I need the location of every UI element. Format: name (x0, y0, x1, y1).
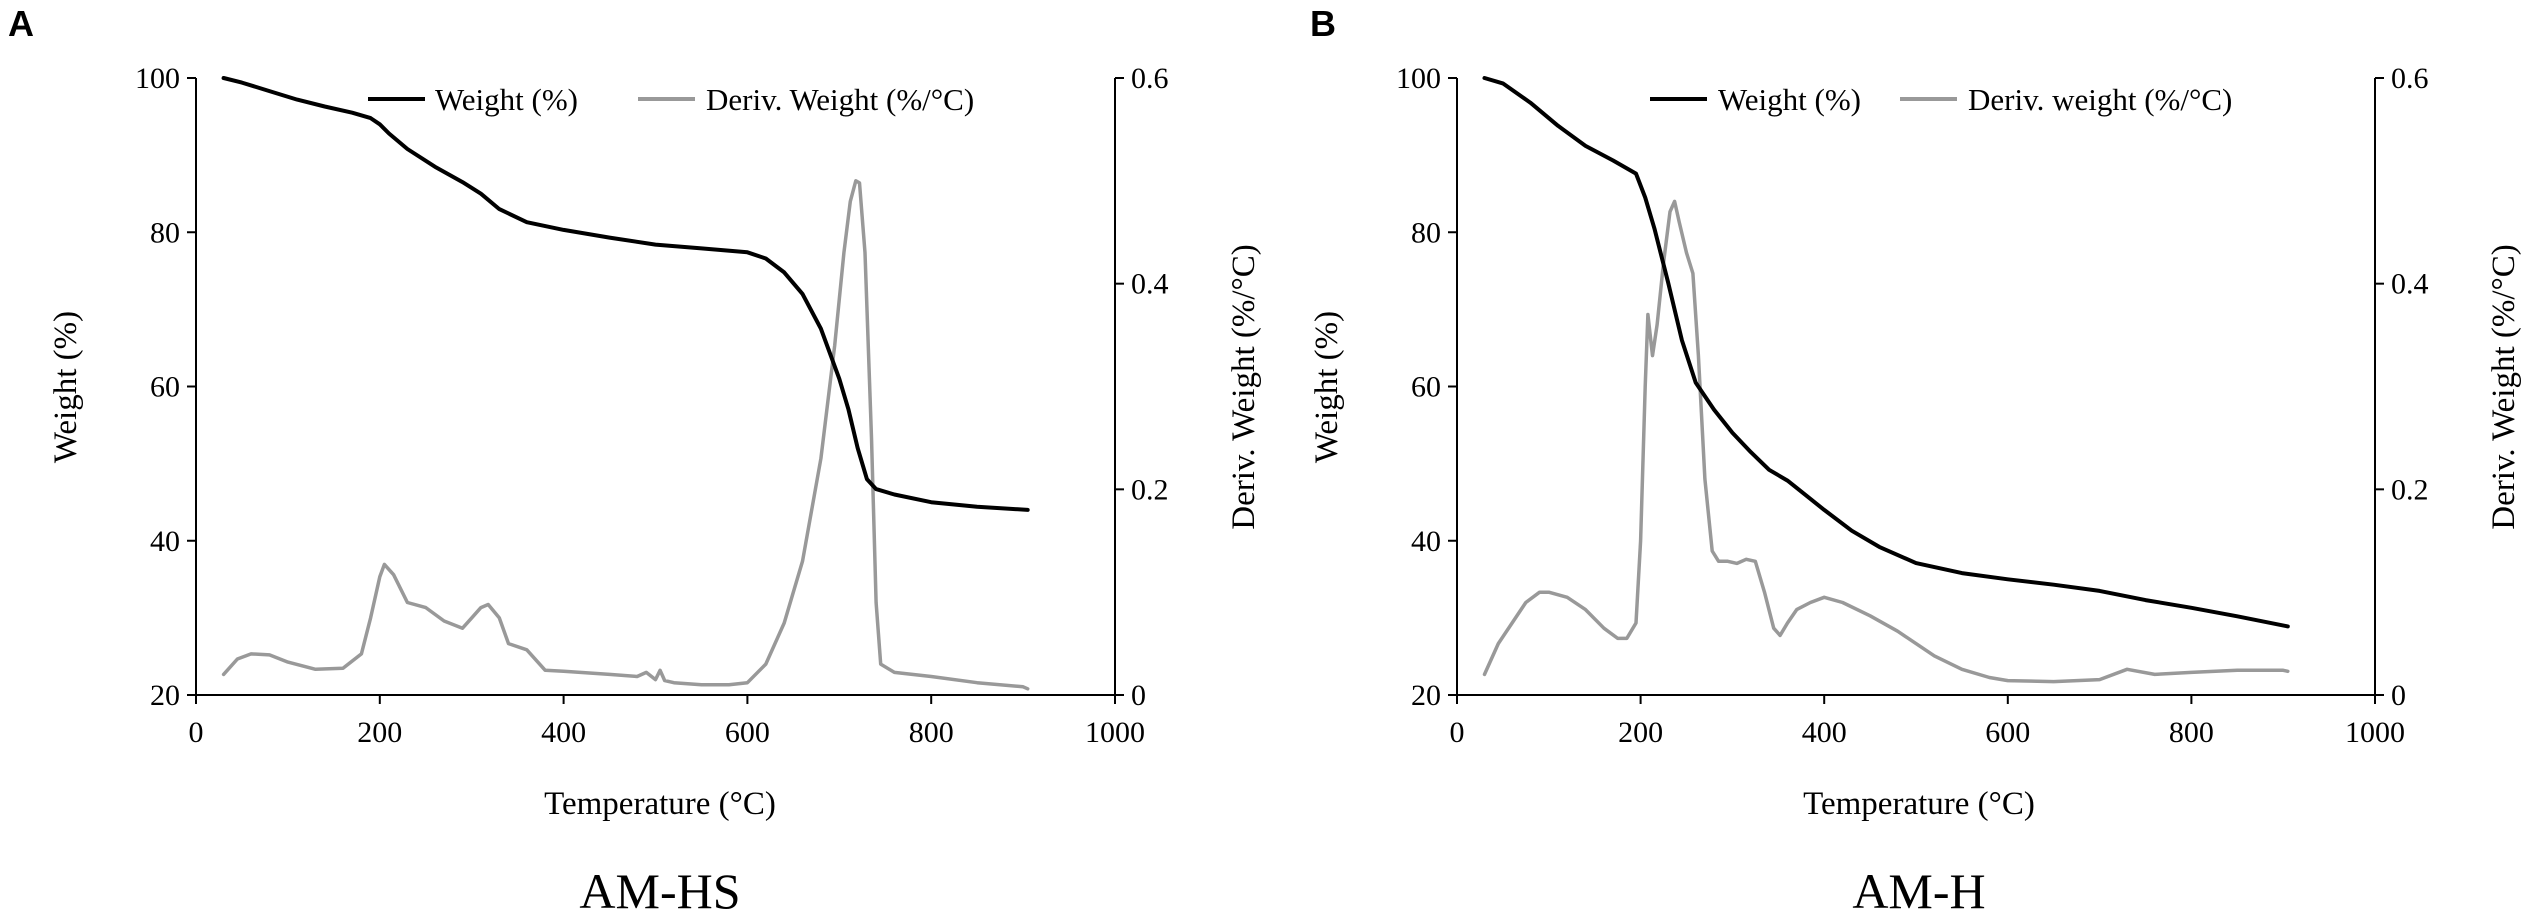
legend-weight-label: Weight (%) (1718, 82, 1861, 117)
legend-deriv-label: Deriv. Weight (%/°C) (706, 82, 974, 117)
panel-b: B Weight (%) Deriv. weight (%/°C) Temper… (1309, 3, 2522, 914)
panel-caption: AM-HS (579, 863, 740, 914)
y2-tick-label: 0.6 (1131, 62, 1169, 95)
x-tick-label: 0 (189, 716, 204, 749)
x-tick-label: 200 (357, 716, 402, 749)
x-axis-label: Temperature (°C) (1803, 786, 2035, 822)
y-axis-label: Weight (%) (1309, 311, 1345, 463)
weight-line (1482, 76, 2290, 629)
y2-tick-label: 0 (2391, 679, 2406, 712)
y-tick-label: 100 (135, 62, 180, 95)
y2-tick-label: 0.4 (1131, 268, 1169, 301)
legend-deriv-label: Deriv. weight (%/°C) (1968, 82, 2232, 117)
y-tick-label: 60 (1411, 371, 1441, 404)
y-tick-label: 40 (1411, 525, 1441, 558)
legend-weight-label: Weight (%) (435, 82, 578, 117)
y2-tick-label: 0.2 (1131, 473, 1169, 506)
x-axis-label: Temperature (°C) (544, 786, 776, 822)
weight-line (221, 76, 1030, 512)
x-tick-label: 1000 (1085, 716, 1145, 749)
x-tick-label: 800 (909, 716, 954, 749)
y-axis-label: Weight (%) (48, 311, 84, 463)
y-tick-label: 40 (150, 525, 180, 558)
y2-tick-label: 0 (1131, 679, 1146, 712)
y-tick-label: 80 (150, 216, 180, 249)
x-tick-label: 400 (541, 716, 586, 749)
y-tick-label: 20 (1411, 679, 1441, 712)
panel-caption: AM-H (1852, 863, 1985, 914)
x-tick-label: 600 (725, 716, 770, 749)
x-tick-label: 1000 (2345, 716, 2405, 749)
deriv-weight-line (221, 179, 1030, 691)
y-tick-label: 20 (150, 679, 180, 712)
x-tick-label: 600 (1985, 716, 2030, 749)
x-tick-label: 800 (2169, 716, 2214, 749)
y-tick-label: 100 (1396, 62, 1441, 95)
deriv-weight-line (1482, 199, 2290, 684)
panel-a: A Weight (%) Deriv. Weight (%/°C) Temper… (8, 3, 1262, 914)
y2-axis-label: Deriv. Weight (%/°C) (2486, 244, 2522, 529)
panel-letter: A (8, 3, 34, 44)
y-tick-label: 60 (150, 371, 180, 404)
y-tick-label: 80 (1411, 216, 1441, 249)
x-tick-label: 200 (1618, 716, 1663, 749)
panel-letter: B (1310, 3, 1336, 44)
x-tick-label: 0 (1450, 716, 1465, 749)
y2-tick-label: 0.6 (2391, 62, 2429, 95)
y2-tick-label: 0.2 (2391, 473, 2429, 506)
y2-tick-label: 0.4 (2391, 268, 2429, 301)
y2-axis-label: Deriv. Weight (%/°C) (1226, 244, 1262, 529)
x-tick-label: 400 (1802, 716, 1847, 749)
